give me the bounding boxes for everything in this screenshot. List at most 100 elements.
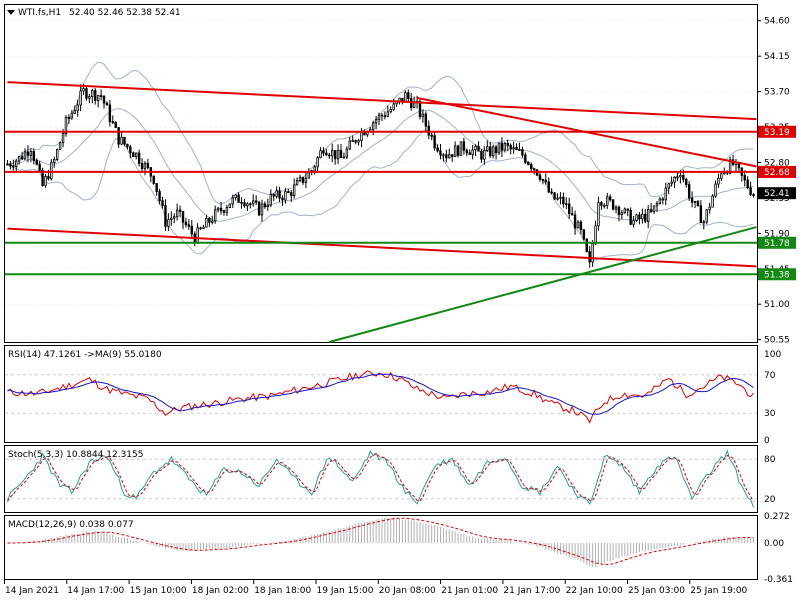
candle-bull <box>652 205 656 212</box>
candle-bear <box>208 217 211 223</box>
candle <box>374 116 378 130</box>
candle <box>389 106 392 114</box>
price-box-label: 53.19 <box>764 128 790 138</box>
candle <box>170 211 173 226</box>
candle-bull <box>491 146 495 157</box>
candle <box>661 196 665 205</box>
candle <box>503 141 507 153</box>
time-tick-label: 25 Jan 19:00 <box>690 586 747 596</box>
candle-bull <box>29 151 33 156</box>
candle-bull <box>673 176 676 183</box>
candle-bull <box>167 219 170 227</box>
candle-bull <box>79 90 82 106</box>
candle-bull <box>348 140 351 150</box>
candle <box>35 158 38 166</box>
macd-tick-label: 0.00 <box>764 539 784 549</box>
candle <box>696 200 700 207</box>
candle-bull <box>386 111 390 117</box>
candle-bull <box>594 225 597 245</box>
candle-bear <box>743 175 746 181</box>
candle <box>480 148 483 163</box>
candle-bear <box>468 152 471 155</box>
candle <box>96 95 100 108</box>
price-tick-label: 53.70 <box>764 88 790 98</box>
candle-bull <box>392 103 395 110</box>
candle <box>254 195 258 206</box>
candle <box>746 176 749 190</box>
candle <box>281 195 284 206</box>
candle <box>354 139 357 145</box>
candle-bear <box>380 114 384 117</box>
candle-bear <box>325 152 328 156</box>
candle <box>272 193 275 202</box>
candle-bear <box>94 90 97 101</box>
candle-bull <box>316 157 319 168</box>
candle <box>173 213 176 224</box>
candle-bear <box>137 152 141 164</box>
candle-bull <box>331 150 334 157</box>
bollinger-lower <box>7 129 754 261</box>
stoch-axis: 80 20 <box>764 455 776 505</box>
candle-bull <box>374 119 378 124</box>
candle-bear <box>617 206 621 216</box>
candle <box>44 173 47 188</box>
candle <box>383 111 387 120</box>
stoch-panel-frame <box>4 445 758 513</box>
candle <box>664 182 667 206</box>
candle <box>731 154 735 167</box>
stoch-lines <box>5 449 757 508</box>
candle-bear <box>322 150 325 154</box>
candle <box>424 111 428 132</box>
candle-bear <box>436 147 439 152</box>
candle <box>325 148 328 156</box>
candle-bear <box>123 136 126 145</box>
candle <box>489 141 492 158</box>
candle-bull <box>670 181 673 185</box>
candle <box>568 197 571 219</box>
candle <box>702 219 706 230</box>
candle <box>222 209 226 216</box>
candle <box>55 148 59 162</box>
candle <box>690 191 694 208</box>
candle <box>544 173 548 185</box>
price-tick-label: 51.90 <box>764 229 790 239</box>
candle-bull <box>228 203 232 209</box>
candle-bull <box>61 133 65 144</box>
candle <box>407 89 410 103</box>
candle-bear <box>9 163 12 167</box>
candle-bear <box>462 141 466 151</box>
candle <box>32 148 35 165</box>
candle-bull <box>676 176 679 179</box>
candle-bull <box>603 204 606 207</box>
candle-bull <box>591 243 594 263</box>
candle-bear <box>565 203 568 206</box>
macd-tick-label: -0.361 <box>764 575 793 585</box>
candle-bear <box>152 175 155 184</box>
candle-bull <box>53 159 56 163</box>
candle <box>213 205 217 224</box>
price-panel: 54.6054.1553.7053.2552.8052.3551.9051.45… <box>4 4 796 346</box>
time-tick-label: 21 Jan 01:00 <box>441 586 498 596</box>
candle-bull <box>389 108 392 113</box>
candle <box>477 141 480 152</box>
macd-signal-line <box>7 517 754 565</box>
candle <box>550 188 553 195</box>
candle <box>529 162 533 173</box>
macd-panel: MACD(12,26,9) 0.038 0.077 0.272 0.00 -0.36… <box>4 512 793 585</box>
candle <box>541 178 545 185</box>
candle <box>292 178 296 199</box>
candle <box>50 159 53 181</box>
candle-bull <box>641 213 644 220</box>
candle-bull <box>298 176 302 181</box>
candle-bear <box>685 179 688 185</box>
price-box-label: 51.38 <box>764 270 790 280</box>
candle-bear <box>527 161 530 165</box>
candle <box>199 226 202 230</box>
candle-bull <box>351 140 354 142</box>
dropdown-triangle-icon[interactable] <box>7 10 15 15</box>
candle-bull <box>313 166 316 172</box>
time-tick-label: 18 Jan 02:00 <box>192 586 249 596</box>
candle <box>120 131 123 146</box>
